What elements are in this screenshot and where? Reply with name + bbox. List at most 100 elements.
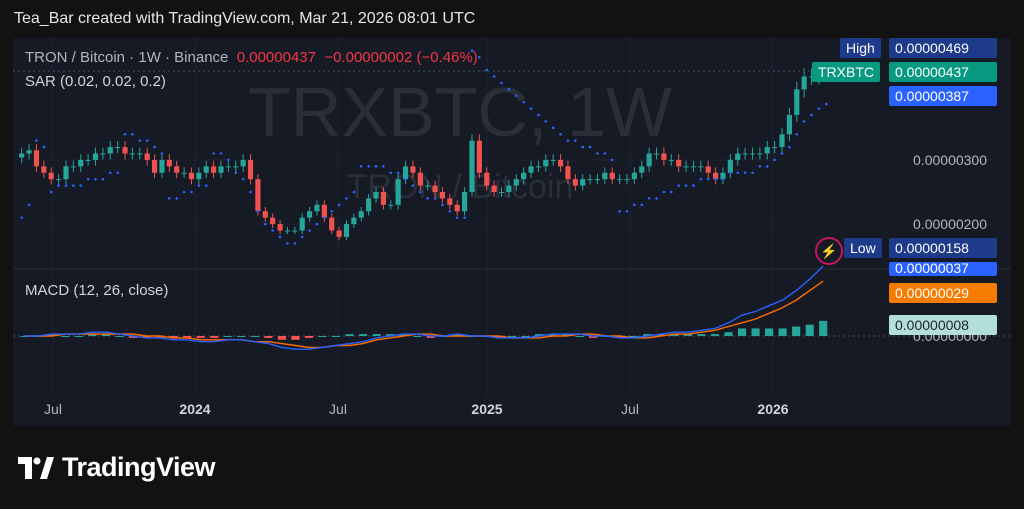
sar-dot [825, 102, 828, 106]
sar-dot [765, 165, 769, 168]
sar-dot [743, 171, 747, 175]
candle-body [233, 166, 239, 168]
histogram-bar [196, 336, 205, 338]
tradingview-logo-icon [18, 456, 54, 479]
candle-body [410, 166, 416, 173]
symbol-legend: TRON / Bitcoin · 1W · Binance 0.00000437… [25, 49, 478, 66]
candle-body [432, 185, 438, 192]
candle-body [550, 159, 556, 161]
sar-dot [714, 177, 717, 181]
chart-panel[interactable]: TRXBTC, 1W TRON / Bitcoin Jul 2024 Jul 2025… [13, 38, 1011, 426]
histogram-bar [521, 336, 530, 337]
histogram-bar [169, 336, 178, 338]
candle-body [439, 192, 446, 199]
sar-dot [559, 132, 562, 136]
sar-dot [190, 190, 193, 194]
candle-body [240, 159, 246, 167]
sar-dot [441, 203, 444, 207]
candle-body [107, 147, 113, 154]
macd-signal-line [24, 280, 824, 349]
candle-body [454, 204, 460, 212]
candle-body [100, 153, 106, 155]
histogram-bar [453, 334, 462, 336]
candle-body [63, 166, 69, 180]
candle-body [484, 172, 490, 186]
candle-body [174, 166, 180, 173]
sar-dot [448, 209, 452, 213]
histogram-bar [386, 334, 395, 336]
candle-body [609, 172, 615, 180]
sar-dot [79, 184, 83, 187]
candle-body [255, 179, 261, 212]
candle-body [181, 172, 187, 174]
macd-value-tag: 0.00000037 [889, 262, 997, 276]
histogram-bar [616, 336, 625, 338]
x-tick-label: 2026 [757, 401, 788, 417]
sar-dot [817, 107, 821, 110]
sar-dot [352, 190, 356, 194]
chart-canvas[interactable]: TRXBTC, 1W TRON / Bitcoin Jul 2024 Jul 2025… [13, 38, 1011, 426]
candle-body [580, 179, 586, 186]
histogram-bar [792, 326, 801, 336]
candle-body [137, 153, 143, 155]
histogram-bar [656, 334, 665, 336]
sar-dot [706, 177, 710, 181]
sar-dot [514, 94, 518, 98]
sar-dot [729, 171, 732, 175]
candles [19, 61, 829, 241]
candle-body [270, 217, 276, 225]
sar-dot [308, 229, 311, 232]
histogram-bar [156, 336, 165, 338]
sar-dot [323, 216, 326, 219]
sar-dot [175, 197, 179, 200]
candle-body [166, 159, 172, 167]
candle-body [735, 153, 741, 160]
candle-body [462, 192, 468, 212]
symbol-label-tag: TRXBTC [812, 62, 880, 82]
candle-body [159, 159, 165, 173]
sar-value-tag: 0.00000387 [889, 86, 997, 106]
x-tick-label: Jul [44, 401, 62, 417]
histogram-bar [128, 336, 138, 338]
histogram-bar [751, 328, 760, 336]
tradingview-logo[interactable]: TradingView [18, 452, 216, 483]
sar-dot [736, 171, 740, 175]
candle-body [26, 150, 32, 154]
symbol-change: −0.00000002 (−0.46%) [324, 49, 478, 66]
sar-dot [20, 216, 23, 219]
watermark-main: TRXBTC, 1W [248, 73, 672, 151]
sar-dot [522, 100, 525, 104]
candle-body [388, 204, 394, 206]
sar-dot [72, 184, 75, 187]
lightning-icon[interactable]: ⚡ [815, 237, 843, 265]
candle-body [19, 153, 25, 158]
sar-dot [337, 203, 341, 207]
candle-body [402, 166, 409, 180]
histogram-bar [399, 334, 408, 336]
sar-dot [500, 81, 503, 85]
histogram-bar [507, 336, 517, 337]
candle-body [491, 185, 497, 192]
candle-body [56, 179, 62, 181]
sar-dot [596, 152, 599, 155]
histogram-bar [765, 328, 774, 336]
candle-body [705, 166, 711, 173]
candle-body [417, 172, 423, 186]
sar-dot [625, 209, 629, 213]
sar-dot [603, 152, 607, 155]
histogram-bar [183, 336, 192, 338]
sar-dot [455, 216, 459, 219]
sar-dot [419, 190, 422, 194]
candle-body [543, 159, 549, 167]
sar-dot [426, 197, 429, 200]
sar-dot [42, 145, 46, 149]
sar-dot [293, 242, 297, 245]
sar-dot [138, 139, 142, 142]
sar-dot [566, 139, 570, 142]
candle-body [425, 185, 431, 187]
low-value-tag: 0.00000158 [889, 238, 997, 258]
sar-dot [145, 139, 149, 142]
sar-dot [57, 184, 60, 187]
candle-body [476, 140, 482, 173]
sar-dot [655, 197, 658, 200]
